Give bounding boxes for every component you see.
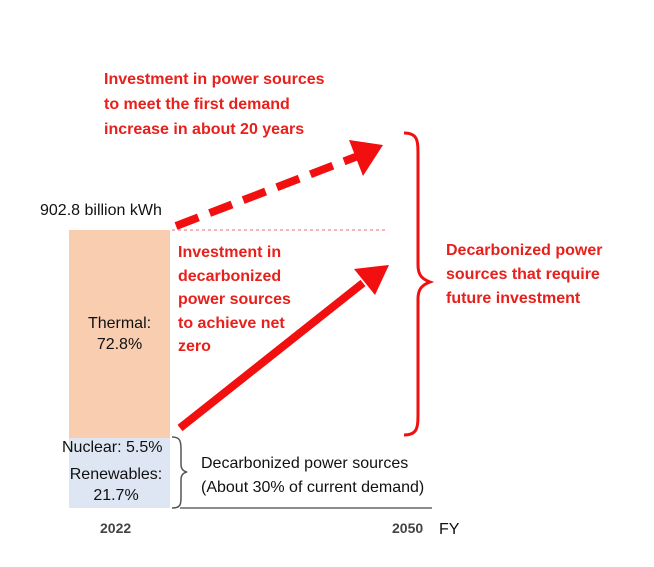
annotation-middle-line-1: Investment in — [178, 244, 282, 261]
total-generation-label: 902.8 billion kWh — [40, 202, 162, 219]
thermal-label-value: 72.8% — [96, 335, 143, 353]
renewables-label: Renewables: 21.7% — [57, 465, 175, 507]
net-zero-arrow-shaft — [177, 279, 366, 432]
annotation-net-zero: Investment in decarbonized power sources… — [178, 241, 291, 359]
annotation-demand-increase: Investment in power sources to meet the … — [104, 67, 325, 142]
renewables-label-name: Renewables: — [69, 466, 163, 483]
nuclear-label: Nuclear: 5.5% — [62, 439, 163, 456]
annotation-top-line-2: to meet the first demand — [104, 96, 290, 113]
demand-increase-arrow-shaft — [174, 152, 360, 230]
annotation-bottom-line-1: Decarbonized power sources — [201, 455, 409, 472]
nuclear-segment — [69, 438, 170, 456]
net-zero-arrow-head — [354, 265, 389, 295]
thermal-label: Thermal: 72.8% — [69, 314, 170, 356]
annotation-middle-line-4: to achieve net — [178, 314, 285, 332]
annotation-middle-line-3: power sources — [178, 291, 291, 308]
decarbonized-brace — [171, 436, 188, 509]
annotation-future-investment: Decarbonized power sources that require … — [446, 239, 602, 311]
renewables-segment — [69, 456, 170, 508]
annotation-bottom-line-2: (About 30% of current demand) — [201, 479, 425, 496]
thermal-label-name: Thermal: — [87, 315, 152, 332]
thermal-segment — [69, 230, 170, 438]
annotation-right-line-1: Decarbonized power — [446, 242, 603, 259]
axis-unit: FY — [439, 521, 460, 538]
annotation-middle-line-2: decarbonized — [178, 267, 282, 285]
annotation-middle-line-5: zero — [178, 338, 211, 355]
demand-increase-arrow-head — [349, 140, 383, 176]
future-investment-brace — [403, 131, 435, 437]
annotation-top-line-1: Investment in power sources — [104, 71, 325, 88]
annotation-decarbonized-current: Decarbonized power sources (About 30% of… — [201, 452, 424, 500]
renewables-label-value: 21.7% — [93, 486, 139, 504]
axis-start-year: 2022 — [100, 520, 132, 536]
axis-end-year: 2050 — [392, 520, 424, 536]
annotation-right-line-2: sources that require — [446, 266, 600, 283]
annotation-top-line-3: increase in about 20 years — [104, 121, 305, 138]
annotation-right-line-3: future investment — [446, 290, 581, 307]
